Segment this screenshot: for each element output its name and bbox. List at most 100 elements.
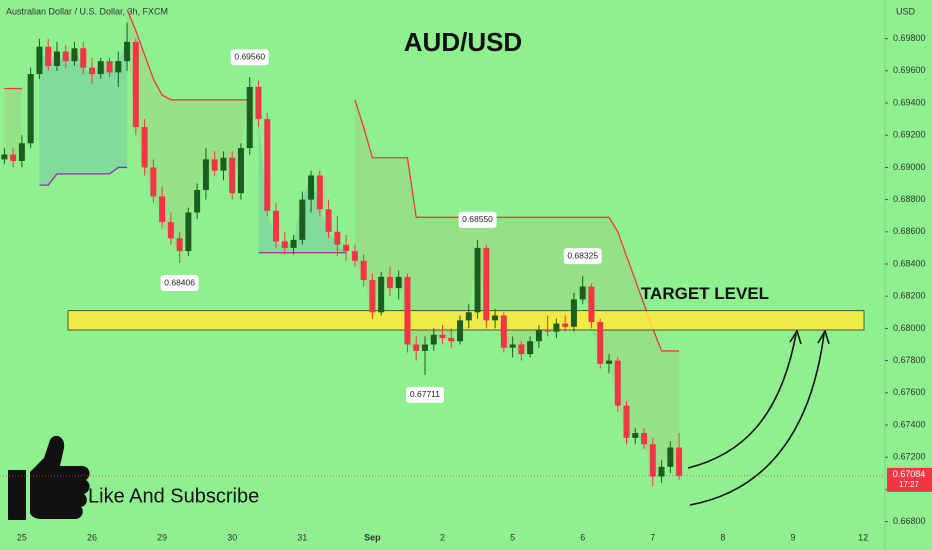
x-tick-label: 25 bbox=[17, 532, 27, 542]
candle-body bbox=[623, 405, 630, 438]
candle-body bbox=[676, 447, 683, 476]
y-tick-label: 0.68200 bbox=[893, 291, 926, 301]
candle-body bbox=[53, 51, 60, 66]
candle-body bbox=[509, 344, 516, 348]
candle-body bbox=[167, 222, 174, 239]
candle-body bbox=[97, 61, 104, 75]
indicator-line bbox=[39, 166, 347, 254]
price-annotation-label: 0.69560 bbox=[234, 52, 265, 62]
candle-body bbox=[439, 334, 446, 339]
candle-body bbox=[27, 74, 34, 144]
y-tick-label: 0.67600 bbox=[893, 387, 926, 397]
candle-body bbox=[395, 276, 402, 289]
y-tick-label: 0.67800 bbox=[893, 355, 926, 365]
candle-body bbox=[299, 199, 306, 240]
candle-body bbox=[483, 247, 490, 321]
price-annotation-box bbox=[230, 49, 269, 66]
y-tick-label: 0.69800 bbox=[893, 33, 926, 43]
arrow bbox=[687, 333, 797, 469]
x-tick-label: Sep bbox=[364, 532, 381, 542]
chart-title: AUD/USD bbox=[404, 27, 522, 57]
price-annotation-label: 0.68550 bbox=[462, 214, 493, 224]
candle-body bbox=[106, 61, 113, 73]
price-annotation-box bbox=[405, 386, 444, 403]
candle-body bbox=[159, 196, 166, 223]
candle-body bbox=[62, 51, 69, 62]
x-tick-label: 26 bbox=[87, 532, 97, 542]
candle-body bbox=[649, 444, 656, 477]
arrows bbox=[687, 329, 830, 506]
candle-body bbox=[141, 127, 148, 168]
arrow bbox=[689, 333, 825, 506]
candle-body bbox=[89, 67, 96, 75]
candle-body bbox=[562, 323, 569, 327]
candle-body bbox=[71, 48, 78, 62]
price-annotation-label: 0.68406 bbox=[164, 277, 195, 287]
x-tick-label: 12 bbox=[858, 532, 868, 542]
candle-body bbox=[421, 344, 428, 351]
candle-body bbox=[343, 244, 350, 252]
candle-body bbox=[492, 315, 499, 321]
current-time-label: 17:27 bbox=[899, 480, 920, 489]
candle-body bbox=[1, 154, 8, 160]
candle-body bbox=[588, 286, 595, 322]
candle-body bbox=[570, 299, 577, 327]
price-annotation-label: 0.67711 bbox=[410, 389, 440, 399]
current-price-tag bbox=[887, 467, 932, 492]
footer-text: Like And Subscribe bbox=[88, 485, 259, 507]
chart-header: Australian Dollar / U.S. Dollar, 3h, FXC… bbox=[6, 6, 168, 16]
candle-body bbox=[535, 330, 542, 342]
candle-body bbox=[378, 276, 385, 313]
candle-body bbox=[124, 41, 131, 62]
candle-body bbox=[413, 344, 420, 351]
candle-body bbox=[281, 241, 288, 248]
candle-body bbox=[194, 189, 201, 213]
candle-body bbox=[430, 334, 437, 345]
y-tick-label: 0.69000 bbox=[893, 162, 926, 172]
candle-body bbox=[325, 209, 332, 232]
arrow-head bbox=[789, 329, 802, 345]
price-annotation-box bbox=[563, 248, 602, 265]
candle-body bbox=[553, 323, 560, 332]
candle-body bbox=[36, 46, 43, 75]
candle-body bbox=[465, 312, 472, 321]
y-tick-label: 0.69600 bbox=[893, 65, 926, 75]
y-tick-label: 0.69400 bbox=[893, 97, 926, 107]
candle-body bbox=[448, 338, 455, 342]
candle-body bbox=[273, 210, 280, 242]
y-tick-label: 0.68000 bbox=[893, 323, 926, 333]
x-tick-label: 5 bbox=[510, 532, 515, 542]
candle-body bbox=[351, 251, 358, 261]
candle-body bbox=[386, 276, 393, 289]
candle-body bbox=[220, 157, 227, 171]
target-label: TARGET LEVEL bbox=[641, 284, 769, 303]
currency-label: USD bbox=[896, 6, 916, 16]
candle-body bbox=[185, 212, 192, 252]
x-tick-label: 30 bbox=[227, 532, 237, 542]
candle-body bbox=[176, 238, 183, 252]
y-tick-label: 0.69200 bbox=[893, 130, 926, 140]
current-price-label: 0.67084 bbox=[893, 469, 926, 479]
candle-body bbox=[527, 341, 534, 355]
candle-body bbox=[132, 41, 139, 128]
candle-body bbox=[667, 447, 674, 467]
x-tick-label: 29 bbox=[157, 532, 167, 542]
candle-body bbox=[10, 154, 17, 161]
x-tick-label: 31 bbox=[297, 532, 307, 542]
candle-body bbox=[658, 466, 665, 477]
candle-body bbox=[211, 159, 218, 171]
y-tick-label: 0.68400 bbox=[893, 258, 926, 268]
candle-body bbox=[264, 119, 271, 211]
x-tick-label: 6 bbox=[580, 532, 585, 542]
candle-body bbox=[605, 360, 612, 364]
candle-body bbox=[18, 143, 25, 161]
candle-body bbox=[641, 433, 648, 445]
candle-body bbox=[369, 280, 376, 313]
candle-body bbox=[115, 61, 122, 73]
thumbs-up-icon bbox=[8, 435, 90, 520]
arrow-head bbox=[817, 329, 830, 345]
candle-body bbox=[308, 175, 315, 200]
y-tick-label: 0.67200 bbox=[893, 452, 926, 462]
